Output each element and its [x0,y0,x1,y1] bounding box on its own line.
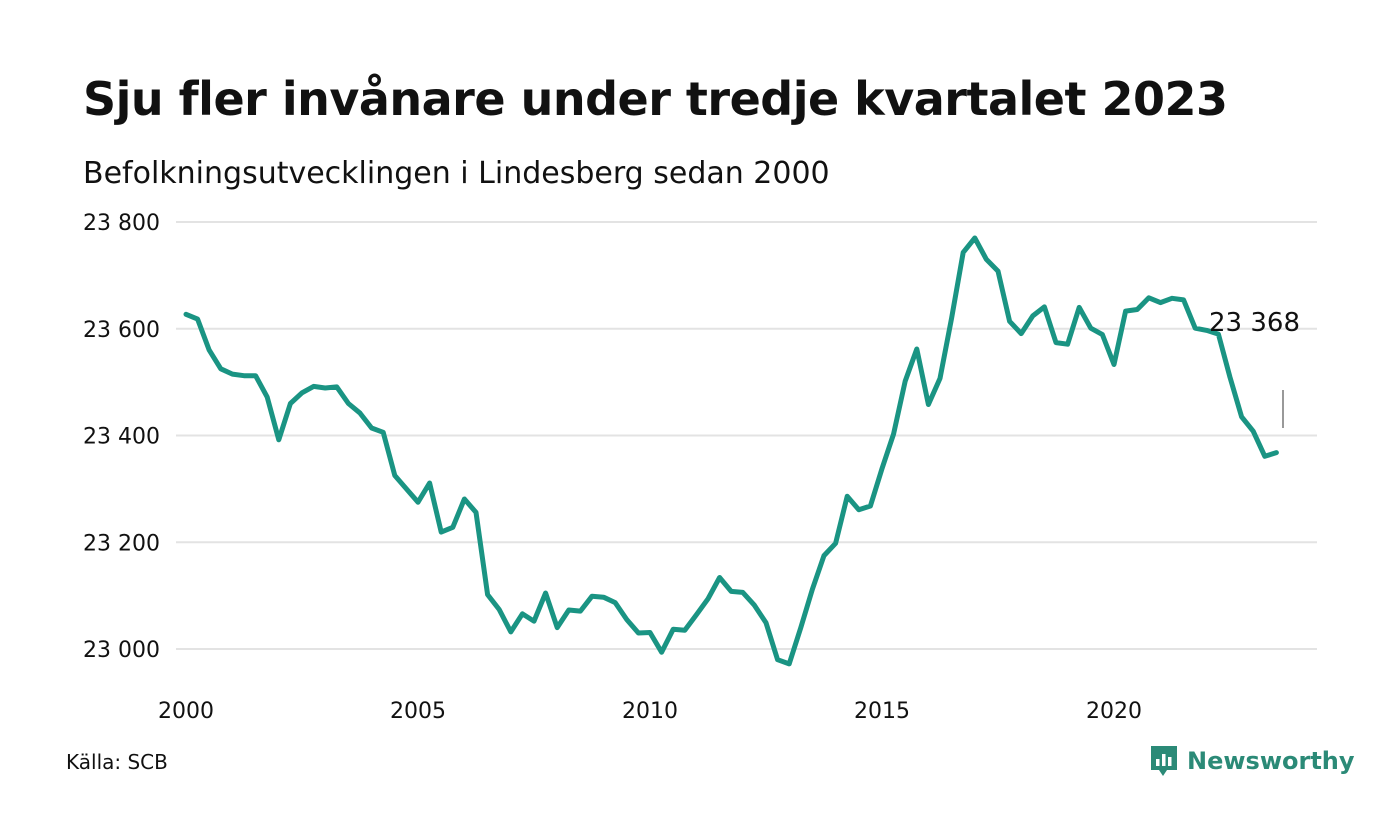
gridlines [176,221,1317,650]
x-tick-label: 2020 [1086,699,1142,724]
chart-title: Sju fler invånare under tredje kvartalet… [83,72,1228,126]
brand-name: Newsworthy [1187,747,1355,775]
series-line [183,235,1279,667]
x-tick-label: 2000 [158,699,214,724]
chart-subtitle: Befolkningsutvecklingen i Lindesberg sed… [83,156,830,191]
x-tick-label: 2015 [854,699,910,724]
newsworthy-logo-icon [1151,746,1177,776]
x-tick-label: 2010 [622,699,678,724]
end-value-label: 23 368 [1209,308,1300,338]
y-tick-label: 23 000 [83,638,160,663]
x-axis-ticks: 2000 2005 2010 2015 2020 [158,699,1142,724]
brand-logo: Newsworthy [1149,744,1355,778]
y-tick-label: 23 800 [83,211,160,236]
y-tick-label: 23 400 [83,425,160,450]
y-axis-ticks: 23 000 23 200 23 400 23 600 23 800 [83,211,160,663]
x-tick-label: 2005 [390,699,446,724]
y-tick-label: 23 200 [83,531,160,556]
source-note: Källa: SCB [66,750,168,774]
y-tick-label: 23 600 [83,318,160,343]
